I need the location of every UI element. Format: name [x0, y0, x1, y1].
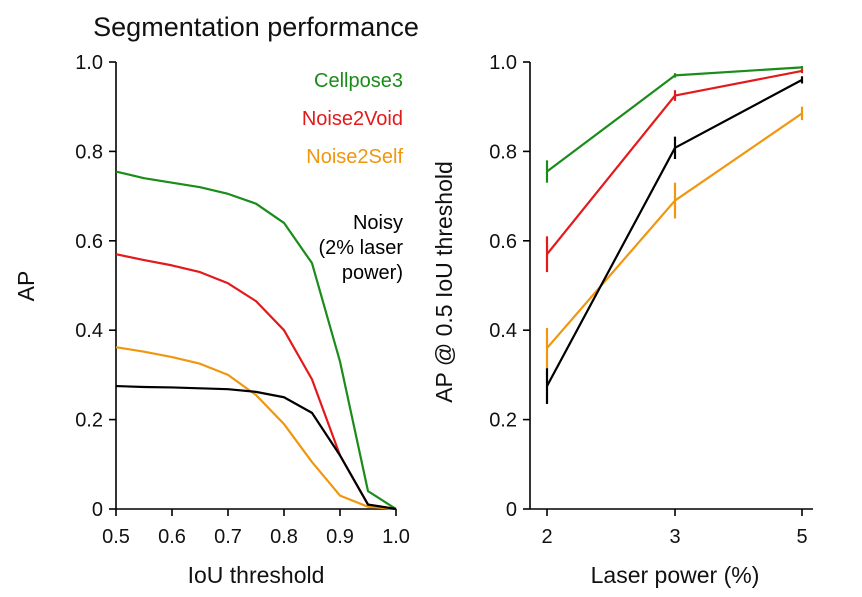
x-tick-label: 2 [541, 526, 552, 548]
panel-ap-vs-iou: 0 0.2 0.4 0.6 0.8 1.0 0.5 0.6 0.7 0.8 0.9 1.0 IoU th… [13, 52, 410, 588]
series-line-cellpose3 [115, 170, 397, 510]
x-axis-label: Laser power (%) [591, 562, 760, 588]
y-tick-label: 0.8 [489, 141, 517, 163]
y-tick-label: 0.2 [75, 410, 103, 432]
legend-label-noise2self: Noise2Self [306, 146, 403, 168]
series-line-noisy [115, 384, 397, 511]
y-tick-label: 1.0 [489, 52, 517, 74]
y-axis-label: AP @ 0.5 IoU threshold [431, 161, 457, 403]
figure-title: Segmentation performance [93, 12, 419, 42]
legend-label-noisy: (2% laser [319, 237, 404, 259]
x-tick-label: 0.6 [158, 526, 186, 548]
y-tick-label: 1.0 [75, 52, 103, 74]
legend-label-noisy: power) [342, 262, 403, 284]
y-tick-label: 0.2 [489, 410, 517, 432]
x-tick-label: 0.9 [326, 526, 354, 548]
y-tick-label: 0.4 [75, 320, 103, 342]
x-tick-label: 5 [796, 526, 807, 548]
y-tick-label: 0 [92, 499, 103, 521]
legend-label-cellpose3: Cellpose3 [314, 70, 403, 92]
y-tick-label: 0.6 [75, 231, 103, 253]
series-line-noisy [546, 78, 803, 387]
x-tick-label: 0.7 [214, 526, 242, 548]
x-tick-label: 0.5 [102, 526, 130, 548]
y-tick-label: 0 [506, 499, 517, 521]
panel-ap-vs-laser-power: 0 0.2 0.4 0.6 0.8 1.0 2 3 5 Laser power (%) AP @ 0… [431, 52, 813, 588]
series-line-noise2self [115, 346, 397, 511]
legend-label-noise2void: Noise2Void [302, 108, 403, 130]
x-axis-label: IoU threshold [188, 562, 325, 588]
legend-label-noisy: Noisy [353, 212, 403, 234]
x-tick-label: 0.8 [270, 526, 298, 548]
y-tick-label: 0.4 [489, 320, 517, 342]
y-tick-label: 0.8 [75, 141, 103, 163]
y-tick-label: 0.6 [489, 231, 517, 253]
y-axis-label: AP [13, 271, 39, 302]
series-line-noise2void [115, 253, 397, 511]
x-tick-label: 1.0 [382, 526, 410, 548]
x-tick-label: 3 [669, 526, 680, 548]
